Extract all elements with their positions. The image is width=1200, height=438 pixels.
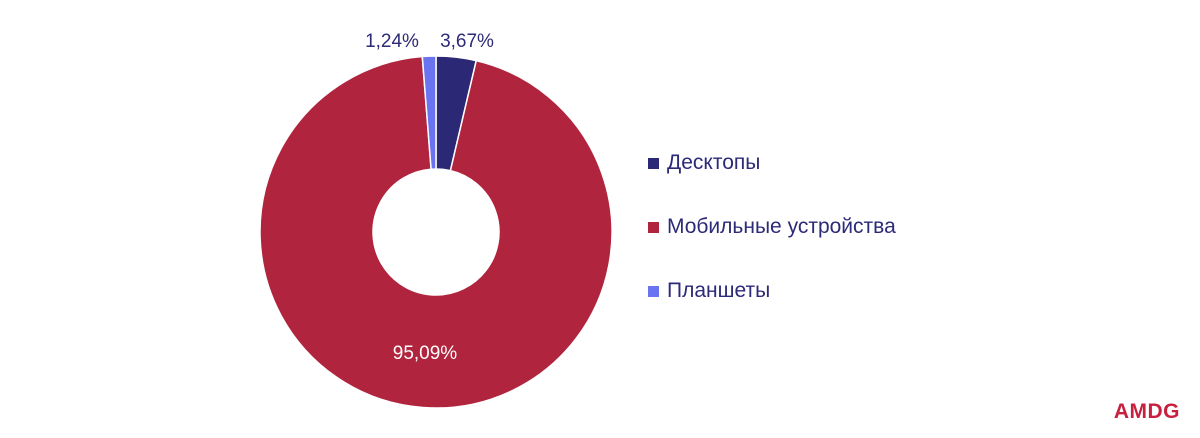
legend-label-mobile: Мобильные устройства bbox=[667, 215, 896, 238]
brand-logo: AMDG bbox=[1113, 400, 1180, 423]
legend-label-tablets: Планшеты bbox=[667, 279, 771, 302]
data-label-desktops: 3,67% bbox=[440, 31, 494, 52]
legend-item-tablets: Планшеты bbox=[648, 279, 896, 302]
legend-item-desktops: Десктопы bbox=[648, 151, 896, 174]
slice-mobile bbox=[259, 55, 613, 409]
chart-legend: Десктопы Мобильные устройства Планшеты bbox=[648, 151, 896, 344]
slice-tablets bbox=[421, 55, 437, 170]
data-label-mobile: 95,09% bbox=[393, 343, 458, 364]
legend-label-desktops: Десктопы bbox=[667, 151, 761, 174]
data-label-tablets: 1,24% bbox=[365, 31, 419, 52]
legend-swatch-mobile bbox=[648, 221, 659, 233]
legend-swatch-desktops bbox=[648, 157, 659, 169]
legend-item-mobile: Мобильные устройства bbox=[648, 215, 896, 238]
legend-swatch-tablets bbox=[648, 285, 659, 297]
